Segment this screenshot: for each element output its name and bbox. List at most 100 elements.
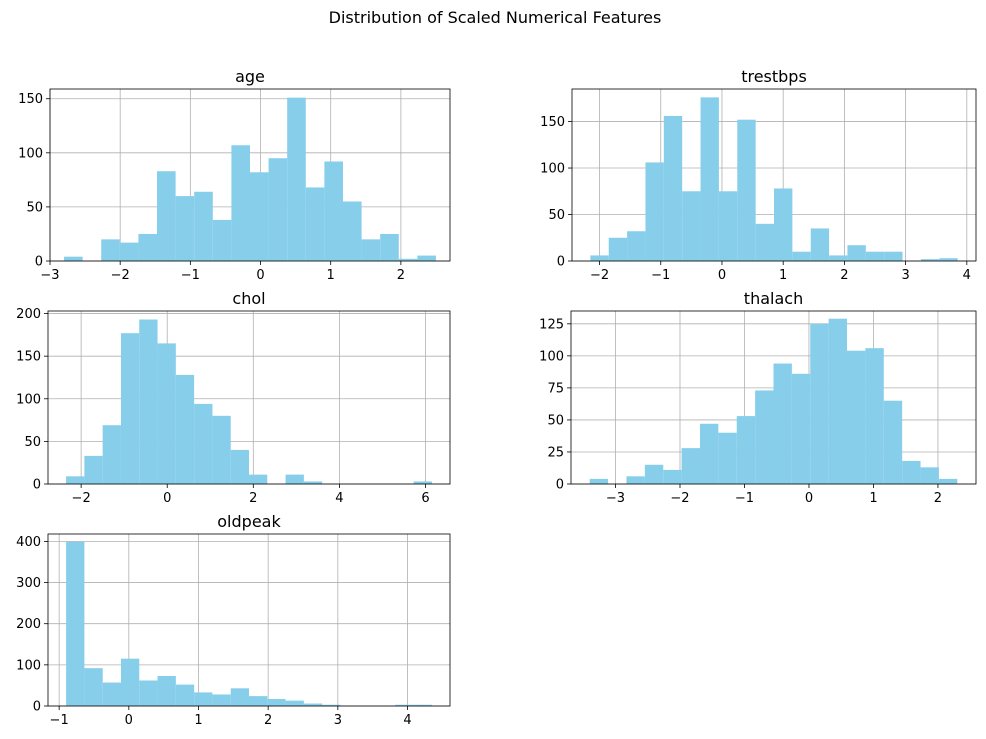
x-tick-label: −2 xyxy=(111,268,130,283)
x-tick-label: −1 xyxy=(735,491,754,506)
histogram-bar xyxy=(865,251,885,261)
histogram-bar xyxy=(64,256,83,261)
y-tick-label: 50 xyxy=(548,208,565,223)
x-tick-label: 6 xyxy=(421,491,429,506)
histogram-bar xyxy=(101,239,120,261)
histogram-bar xyxy=(884,251,903,261)
x-tick-label: 0 xyxy=(125,713,133,728)
panel-oldpeak: −1 0 1 2 3 4 0 100 200 300 400 oldpeak xyxy=(16,512,451,728)
x-tick-label: −1 xyxy=(181,268,200,283)
histogram-bar xyxy=(627,231,646,261)
histogram-bar xyxy=(322,704,341,706)
histogram-bar xyxy=(212,415,231,484)
histogram-bar xyxy=(644,464,664,484)
histogram-bar xyxy=(120,333,140,484)
panel-title-chol: chol xyxy=(232,289,265,308)
histogram-bar xyxy=(791,373,811,484)
histogram-bar xyxy=(175,684,195,706)
panel-chol: −2 0 2 4 6 0 50 100 150 200 chol xyxy=(16,289,451,506)
x-tick-label: 1 xyxy=(779,268,787,283)
histogram-bar xyxy=(829,255,848,261)
y-tick-label: 150 xyxy=(540,115,565,130)
histogram-bar xyxy=(249,696,268,706)
histogram-bar xyxy=(268,158,288,261)
histogram-bar xyxy=(682,191,701,261)
histogram-bar xyxy=(231,145,250,261)
histogram-bar xyxy=(249,474,268,484)
axes-frame xyxy=(49,88,451,262)
histogram-bar xyxy=(324,161,343,261)
y-tick-label: 50 xyxy=(26,200,43,215)
x-tick-label: 4 xyxy=(403,713,411,728)
histogram-bar xyxy=(361,239,381,261)
x-tick-label: 4 xyxy=(335,491,343,506)
histogram-bar xyxy=(902,460,921,484)
histogram-bar xyxy=(102,682,121,706)
histogram-bar xyxy=(84,455,103,484)
axes-frame xyxy=(571,88,977,262)
histogram-bar xyxy=(175,374,195,484)
histogram-bar xyxy=(212,219,232,261)
histogram-bar xyxy=(102,425,121,484)
histogram-bar xyxy=(938,478,958,484)
histogram-bar xyxy=(718,191,738,261)
histogram-bar xyxy=(718,432,737,484)
histogram-bar xyxy=(212,694,231,706)
x-tick-label: 3 xyxy=(334,713,342,728)
histogram-bar xyxy=(66,476,85,484)
histogram-bar xyxy=(700,97,719,261)
y-tick-label: 100 xyxy=(18,146,43,161)
y-tick-label: 0 xyxy=(33,700,41,715)
x-tick-label: 0 xyxy=(718,268,726,283)
histogram-bar xyxy=(139,319,158,484)
y-tick-label: 0 xyxy=(35,255,43,270)
histogram-bar xyxy=(920,259,940,261)
histogram-bar xyxy=(810,228,830,261)
y-tick-label: 150 xyxy=(18,92,43,107)
histogram-bar xyxy=(120,658,140,706)
histogram-bar xyxy=(608,237,628,261)
histogram-bar xyxy=(792,251,811,261)
axes-frame xyxy=(47,310,451,485)
histogram-bar xyxy=(663,115,683,262)
y-tick-label: 0 xyxy=(557,255,565,270)
histogram-bar xyxy=(755,223,774,261)
histogram-bar xyxy=(939,258,958,261)
histogram-bar xyxy=(157,171,176,261)
histogram-bar xyxy=(230,688,249,706)
histogram-bar xyxy=(303,481,323,484)
y-tick-label: 100 xyxy=(16,658,41,673)
x-tick-label: −2 xyxy=(590,268,609,283)
histogram-bar xyxy=(398,258,418,261)
panel-title-thalach: thalach xyxy=(744,289,803,308)
histogram-bar xyxy=(395,704,414,706)
x-tick-label: 2 xyxy=(397,268,405,283)
histogram-bar xyxy=(285,474,304,484)
histogram-bar xyxy=(413,704,432,706)
histogram-bar xyxy=(810,323,829,484)
x-tick-label: 1 xyxy=(194,713,202,728)
y-tick-label: 25 xyxy=(547,445,564,460)
x-tick-label: −1 xyxy=(50,713,69,728)
histogram-bar xyxy=(847,350,866,484)
histogram-bar xyxy=(589,478,609,484)
y-tick-label: 50 xyxy=(24,435,41,450)
histogram-bar xyxy=(737,119,756,261)
histogram-bar xyxy=(287,97,306,262)
histogram-bar xyxy=(194,403,213,484)
histogram-bar xyxy=(847,245,866,261)
histogram-bar xyxy=(413,481,432,484)
histogram-bar xyxy=(157,675,176,706)
y-tick-label: 125 xyxy=(539,317,564,332)
histogram-bar xyxy=(119,242,139,261)
histogram-bar xyxy=(828,318,848,484)
histogram-bar xyxy=(175,196,195,261)
histogram-bar xyxy=(417,255,436,261)
histogram-bar xyxy=(736,416,756,484)
y-tick-label: 200 xyxy=(16,307,41,322)
x-tick-label: −3 xyxy=(606,491,625,506)
histogram-bar xyxy=(699,423,719,484)
x-tick-label: −2 xyxy=(670,491,689,506)
y-tick-label: 100 xyxy=(540,162,565,177)
histogram-bar xyxy=(139,680,158,706)
